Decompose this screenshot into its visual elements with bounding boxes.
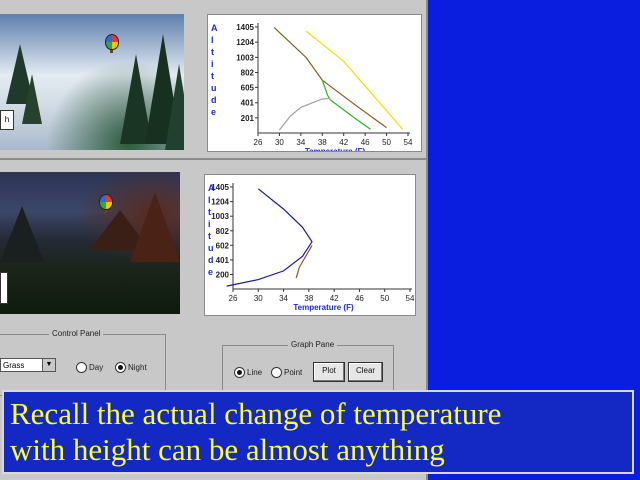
y-tick-label: 802 <box>241 68 255 77</box>
scene-label-box <box>0 272 8 304</box>
y-tick-label: 602 <box>216 241 230 250</box>
series-line <box>305 30 404 130</box>
x-axis-title: Temperature (F) <box>305 147 366 151</box>
y-tick-label: 200 <box>216 270 230 279</box>
y-axis-label-letter: t <box>211 71 214 81</box>
x-tick-label: 46 <box>361 138 370 147</box>
y-axis-label-letter: u <box>208 243 214 253</box>
y-axis-label-letter: t <box>208 231 211 241</box>
radio-day-indicator[interactable] <box>76 362 87 374</box>
y-tick-label: 605 <box>241 83 255 92</box>
radio-night[interactable]: Night <box>115 362 147 374</box>
radio-point[interactable]: Point <box>271 367 302 379</box>
radio-point-indicator[interactable] <box>271 367 282 379</box>
control-panel-title: Control Panel <box>49 329 104 338</box>
x-tick-label: 26 <box>229 294 238 303</box>
x-tick-label: 30 <box>254 294 263 303</box>
x-tick-label: 46 <box>355 294 364 303</box>
y-axis-label-letter: u <box>211 83 217 93</box>
x-tick-label: 38 <box>304 294 313 303</box>
caption-line-2: with height can be almost anything <box>10 432 445 467</box>
x-tick-label: 50 <box>382 138 391 147</box>
radio-day-label: Day <box>89 363 104 372</box>
x-tick-label: 50 <box>380 294 389 303</box>
y-axis-label-letter: t <box>211 47 214 57</box>
x-tick-label: 34 <box>296 138 305 147</box>
x-tick-label: 26 <box>254 138 263 147</box>
y-axis-label-letter: i <box>211 59 214 69</box>
y-tick-label: 1204 <box>211 198 229 207</box>
y-axis-label-letter: l <box>211 35 214 45</box>
x-tick-label: 42 <box>339 138 348 147</box>
y-axis-label-letter: l <box>208 195 211 205</box>
radio-night-label: Night <box>128 363 147 372</box>
y-axis-label-letter: e <box>211 107 216 117</box>
y-axis-label-letter: d <box>211 95 217 105</box>
surface-select[interactable]: Grass ▼ <box>0 358 56 372</box>
balloon-icon <box>99 194 113 213</box>
balloon-icon <box>105 34 119 53</box>
series-line <box>295 245 313 279</box>
series-line <box>273 26 387 129</box>
day-scene-image <box>0 14 184 150</box>
caption-line-1: Recall the actual change of temperature <box>10 396 502 431</box>
y-tick-label: 802 <box>216 227 230 236</box>
x-tick-label: 54 <box>404 138 413 147</box>
chevron-down-icon[interactable]: ▼ <box>42 359 55 371</box>
y-axis-label-letter: d <box>208 255 214 265</box>
y-tick-label: 401 <box>216 256 230 265</box>
caption-banner: Recall the actual change of temperature … <box>2 390 634 474</box>
y-tick-label: 1003 <box>211 212 229 221</box>
y-axis-label-letter: A <box>211 23 218 33</box>
series-line <box>226 188 313 287</box>
graph-pane-title: Graph Pane <box>288 340 338 349</box>
clear-button[interactable]: Clear <box>348 362 383 382</box>
radio-line-label: Line <box>247 368 263 377</box>
radio-day[interactable]: Day <box>76 362 103 374</box>
y-tick-label: 1003 <box>236 53 254 62</box>
series-line <box>321 80 371 130</box>
y-axis-label-letter: i <box>208 219 211 229</box>
surface-select-value: Grass <box>3 361 25 370</box>
x-tick-label: 38 <box>318 138 327 147</box>
x-tick-label: 30 <box>275 138 284 147</box>
x-tick-label: 42 <box>330 294 339 303</box>
y-tick-label: 401 <box>241 99 255 108</box>
y-tick-label: 201 <box>241 114 255 123</box>
radio-night-indicator[interactable] <box>115 362 126 374</box>
y-tick-label: 1204 <box>236 38 254 47</box>
y-axis-label-letter: t <box>208 207 211 217</box>
scene-label: h <box>0 110 14 130</box>
plot-button[interactable]: Plot <box>313 362 345 382</box>
x-tick-label: 34 <box>279 294 288 303</box>
radio-line[interactable]: Line <box>234 367 262 379</box>
y-axis-label-letter: A <box>208 183 215 193</box>
series-line <box>278 97 331 131</box>
y-axis-label-letter: e <box>208 267 213 277</box>
y-tick-label: 1405 <box>211 183 229 192</box>
x-axis-title: Temperature (F) <box>293 303 354 312</box>
radio-point-label: Point <box>284 368 303 377</box>
y-tick-label: 1405 <box>236 23 254 32</box>
radio-line-indicator[interactable] <box>234 367 245 379</box>
x-tick-label: 54 <box>406 294 415 303</box>
night-scene-image <box>0 172 180 314</box>
